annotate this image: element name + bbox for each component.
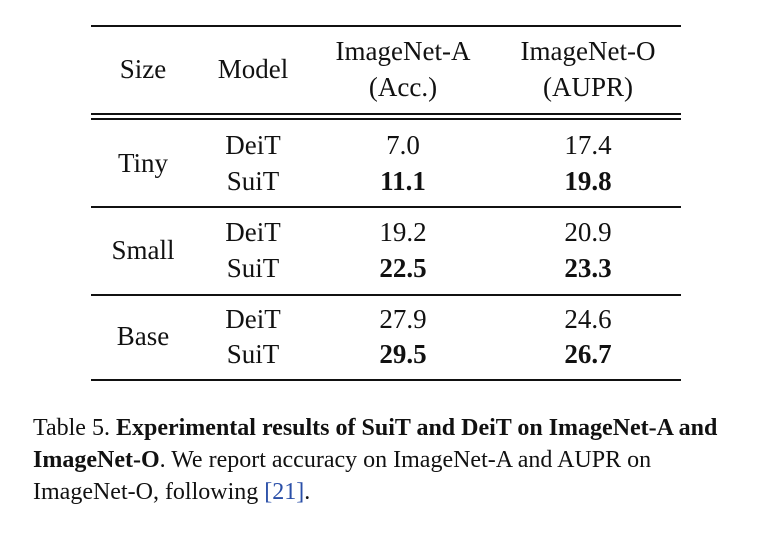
bottom-rule [91,379,681,381]
model-cell: SuiT [226,253,280,283]
model-cell: DeiT [225,217,281,247]
header-imagenet-a-line1: ImageNet-A [335,36,471,66]
header-imagenet-a-line2: (Acc.) [368,72,438,102]
imagenet-o-cell-best: 19.8 [564,166,612,196]
header-double-rule-lower [91,118,681,120]
caption-bold-title: Experimental results of SuiT and DeiT on… [33,415,718,473]
top-rule [91,25,681,27]
header-imagenet-o-line2: (AUPR) [542,72,633,102]
header-imagenet-o-line1: ImageNet-O [520,36,656,66]
imagenet-a-cell-best: 22.5 [379,253,427,283]
size-label-base: Base [116,321,170,351]
imagenet-o-cell: 17.4 [564,130,612,160]
size-label-small: Small [111,235,175,265]
header-size: Size [119,54,167,84]
size-label-tiny: Tiny [117,148,169,178]
group-divider-small-base [91,294,681,296]
imagenet-a-cell: 27.9 [379,304,427,334]
imagenet-a-cell: 19.2 [379,217,427,247]
model-cell: DeiT [225,130,281,160]
imagenet-o-cell: 24.6 [564,304,612,334]
imagenet-a-cell-best: 11.1 [380,166,426,196]
caption-end: . [304,479,311,505]
citation-link[interactable]: [21] [264,479,305,505]
table-caption: Table 5. Experimental results of SuiT an… [33,412,748,508]
group-divider-tiny-small [91,206,681,208]
caption-label: Table 5. [33,415,110,441]
imagenet-o-cell: 20.9 [564,217,612,247]
imagenet-a-cell-best: 29.5 [379,339,427,369]
imagenet-o-cell-best: 26.7 [564,339,612,369]
imagenet-a-cell: 7.0 [386,130,420,160]
header-double-rule-upper [91,113,681,115]
imagenet-o-cell-best: 23.3 [564,253,612,283]
caption-body: . We report accuracy on ImageNet-A and A… [33,447,652,505]
model-cell: SuiT [226,339,280,369]
model-cell: SuiT [226,166,280,196]
header-model: Model [217,54,289,84]
model-cell: DeiT [225,304,281,334]
